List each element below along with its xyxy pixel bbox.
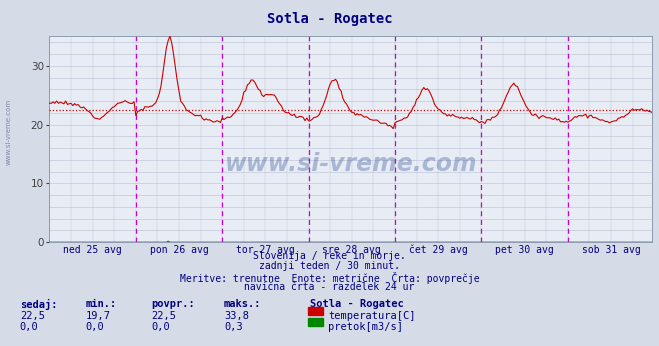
Text: pretok[m3/s]: pretok[m3/s] <box>328 322 403 333</box>
Text: 22,5: 22,5 <box>20 311 45 321</box>
Text: Slovenija / reke in morje.: Slovenija / reke in morje. <box>253 251 406 261</box>
Text: 19,7: 19,7 <box>86 311 111 321</box>
Text: 0,0: 0,0 <box>152 322 170 333</box>
Text: 33,8: 33,8 <box>224 311 249 321</box>
Text: www.si-vreme.com: www.si-vreme.com <box>225 152 477 176</box>
Text: Sotla - Rogatec: Sotla - Rogatec <box>267 12 392 26</box>
Text: Meritve: trenutne  Enote: metrične  Črta: povprečje: Meritve: trenutne Enote: metrične Črta: … <box>180 272 479 284</box>
Text: www.si-vreme.com: www.si-vreme.com <box>5 98 12 165</box>
Text: temperatura[C]: temperatura[C] <box>328 311 416 321</box>
Text: sedaj:: sedaj: <box>20 299 57 310</box>
Text: 22,5: 22,5 <box>152 311 177 321</box>
Text: min.:: min.: <box>86 299 117 309</box>
Text: zadnji teden / 30 minut.: zadnji teden / 30 minut. <box>259 261 400 271</box>
Text: Sotla - Rogatec: Sotla - Rogatec <box>310 299 403 309</box>
Text: 0,3: 0,3 <box>224 322 243 333</box>
Text: 0,0: 0,0 <box>20 322 38 333</box>
Text: 0,0: 0,0 <box>86 322 104 333</box>
Text: navična črta - razdelek 24 ur: navična črta - razdelek 24 ur <box>244 282 415 292</box>
Text: povpr.:: povpr.: <box>152 299 195 309</box>
Text: maks.:: maks.: <box>224 299 262 309</box>
